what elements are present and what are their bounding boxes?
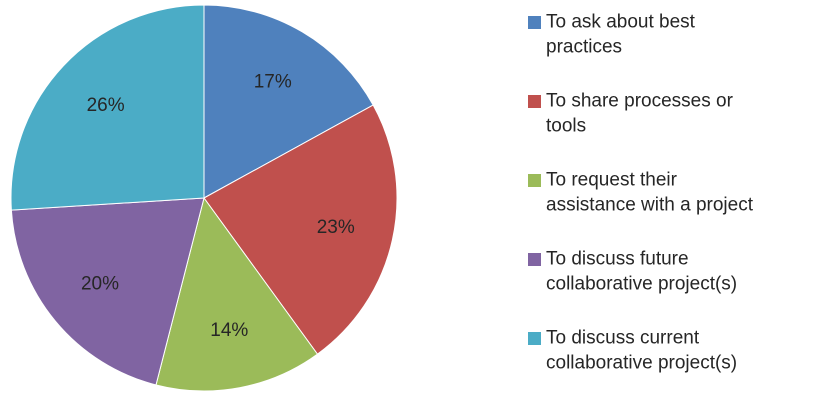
legend-label-5-line-2: collaborative project(s) <box>546 353 737 374</box>
legend-swatch-1 <box>528 16 541 29</box>
legend: To ask about best practices To share proce… <box>528 12 754 374</box>
pie-slice-3 <box>155 196 319 392</box>
legend-item-4: To discuss future collaborative project(s… <box>528 249 737 295</box>
legend-item-2: To share processes or tools <box>528 91 734 137</box>
legend-swatch-2 <box>528 95 541 108</box>
pie-slice-4 <box>10 197 205 386</box>
legend-label-1-line-2: practices <box>546 37 622 58</box>
legend-label-4-line-2: collaborative project(s) <box>546 274 737 295</box>
legend-swatch-5 <box>528 332 541 345</box>
legend-label-5-line-1: To discuss current <box>546 328 700 349</box>
legend-item-1: To ask about best practices <box>528 12 696 58</box>
data-label-3: 14% <box>210 320 248 341</box>
legend-label-2-line-1: To share processes or <box>546 91 734 112</box>
data-labels: 17% 23% 14% 20% 26% <box>81 71 355 341</box>
legend-swatch-3 <box>528 174 541 187</box>
data-label-4: 20% <box>81 274 119 295</box>
legend-label-3-line-1: To request their <box>546 170 678 191</box>
legend-label-2-line-2: tools <box>546 116 586 137</box>
pie-slice-2 <box>203 104 398 355</box>
data-label-1: 17% <box>254 71 292 92</box>
data-label-2: 23% <box>317 217 355 238</box>
pie-slice-1 <box>203 4 374 199</box>
legend-item-3: To request their assistance with a projec… <box>528 170 754 216</box>
data-label-5: 26% <box>87 95 125 116</box>
legend-label-4-line-1: To discuss future <box>546 249 689 270</box>
legend-swatch-4 <box>528 253 541 266</box>
legend-item-5: To discuss current collaborative project(… <box>528 328 737 374</box>
pie-slice-5 <box>10 4 205 211</box>
legend-label-3-line-2: assistance with a project <box>546 195 754 216</box>
legend-label-1-line-1: To ask about best <box>546 12 696 33</box>
pie-slices <box>10 4 398 392</box>
